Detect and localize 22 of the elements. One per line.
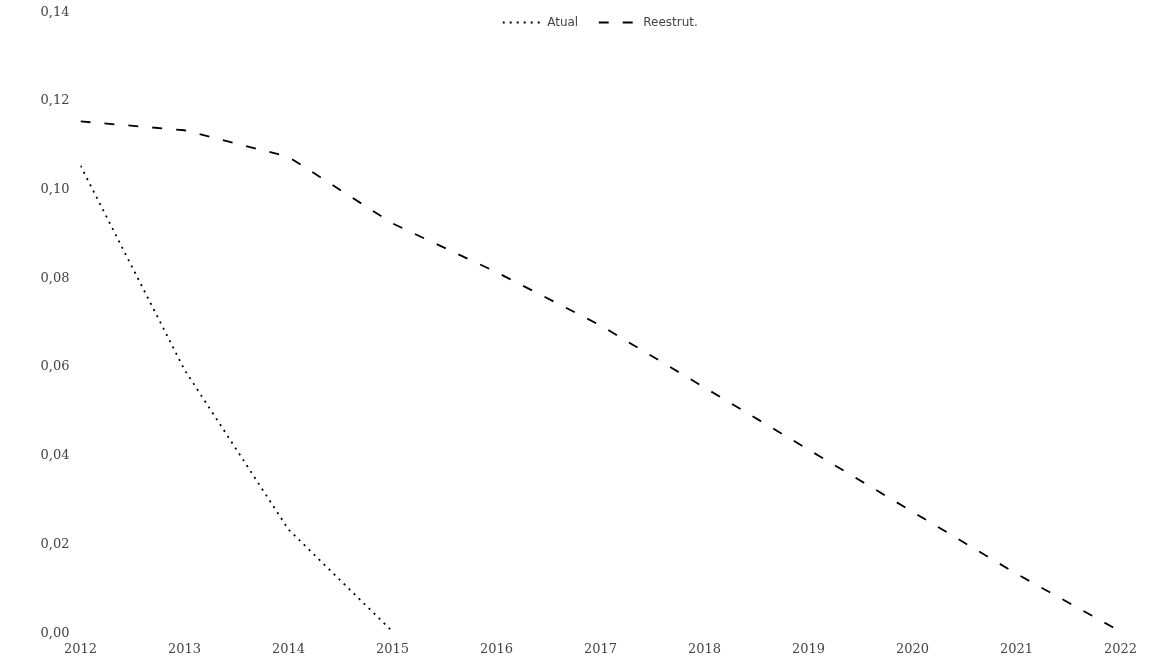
x-tick-label: 2022 [1103,640,1138,656]
y-tick-label: 0,08 [40,269,70,285]
x-tick-label: 2015 [375,640,410,656]
y-tick-label: 0,10 [40,180,70,196]
x-tick-label: 2014 [271,640,306,656]
y-tick-label: 0,02 [40,535,70,551]
x-tick-label: 2019 [791,640,826,656]
y-tick-label: 0,14 [40,3,70,19]
x-tick-label: 2013 [167,640,202,656]
legend-label: Atual [547,15,579,29]
x-tick-label: 2020 [895,640,930,656]
line-series [80,164,394,632]
y-tick-label: 0,00 [40,624,70,640]
x-tick-label: 2016 [479,640,514,656]
x-tick-label: 2021 [999,640,1034,656]
y-tick-label: 0,04 [40,447,70,463]
y-tick-label: 0,06 [40,358,70,374]
y-tick-label: 0,12 [40,92,70,108]
legend-label: Reestrut. [643,15,698,29]
x-tick-label: 2018 [687,640,722,656]
x-tick-label: 2017 [583,640,618,656]
x-tick-label: 2012 [63,640,98,656]
